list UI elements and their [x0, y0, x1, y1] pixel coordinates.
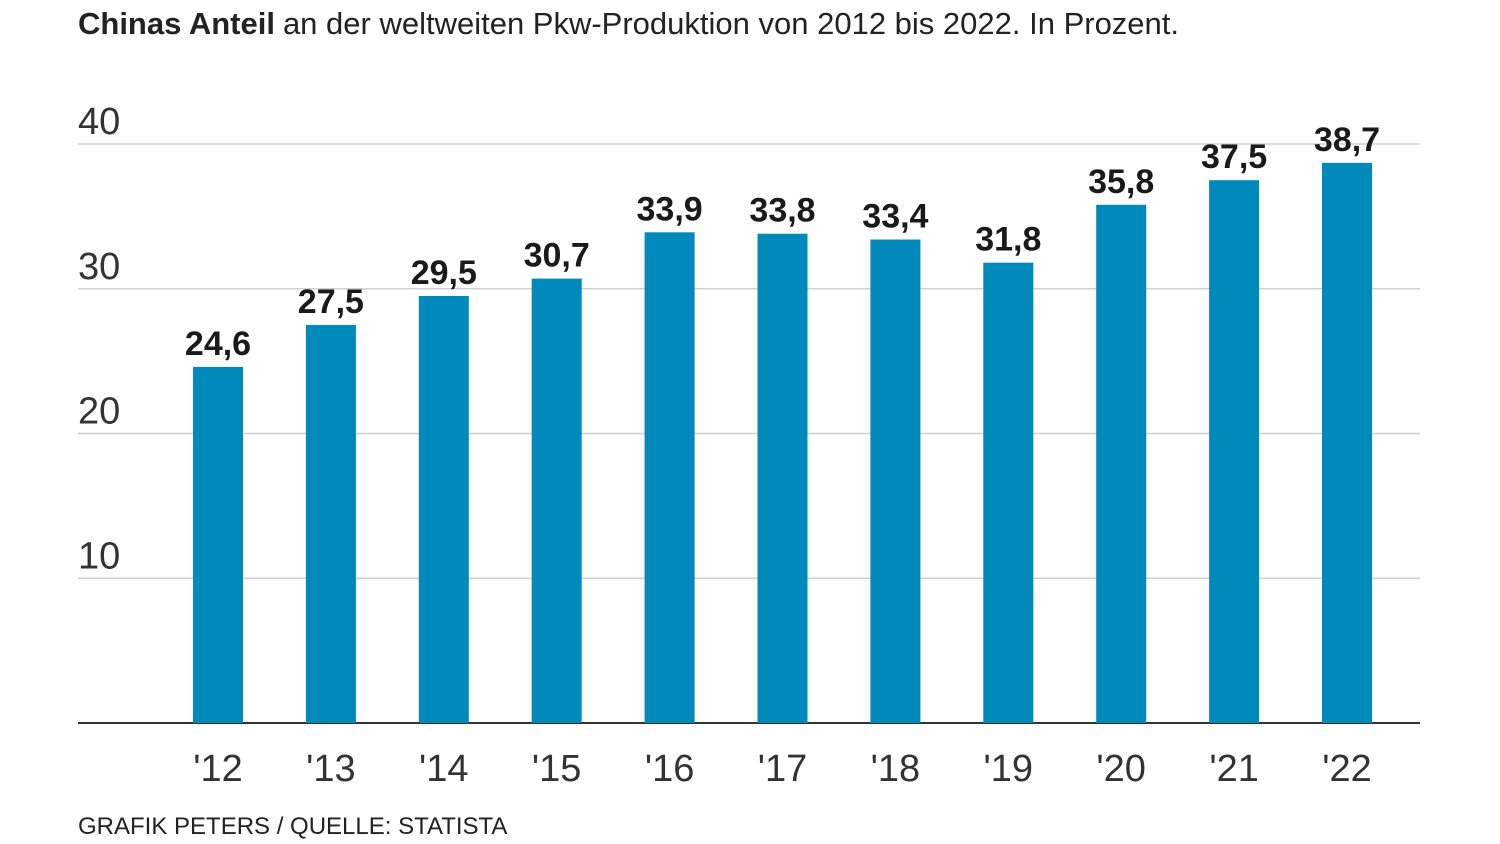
value-label: 37,5 — [1201, 138, 1267, 176]
bar — [531, 278, 582, 723]
source: GRAFIK PETERS / QUELLE: STATISTA — [78, 813, 507, 840]
x-tick-label: '20 — [1096, 748, 1146, 790]
y-tick-label: 30 — [78, 246, 120, 288]
x-tick-label: '14 — [419, 748, 469, 790]
x-tick-label: '19 — [984, 748, 1034, 790]
x-tick-label: '15 — [532, 748, 582, 790]
value-label: 38,7 — [1314, 121, 1380, 159]
x-tick-label: '13 — [306, 748, 356, 790]
value-label: 33,8 — [749, 192, 815, 230]
value-label: 29,5 — [411, 254, 477, 292]
x-tick-label: '16 — [645, 748, 695, 790]
chart-title: Chinas Anteil an der weltweiten Pkw-Produ… — [78, 6, 1179, 41]
bar — [193, 366, 243, 723]
bar — [1322, 162, 1372, 723]
value-label: 30,7 — [524, 237, 590, 275]
x-tick-label: '18 — [871, 748, 921, 790]
y-tick-label: 20 — [78, 391, 120, 433]
bar — [305, 324, 356, 723]
x-tick-label: '17 — [758, 748, 808, 790]
y-tick-label: 10 — [78, 535, 120, 577]
value-label: 31,8 — [975, 221, 1041, 259]
bar — [1209, 180, 1260, 723]
value-label: 35,8 — [1088, 163, 1154, 201]
value-label: 33,9 — [637, 190, 703, 228]
bar — [983, 262, 1034, 723]
bar — [644, 232, 695, 724]
x-tick-label: '21 — [1209, 748, 1259, 790]
y-tick-label: 40 — [78, 101, 120, 143]
x-tick-label: '22 — [1322, 748, 1372, 790]
title-bold: Chinas Anteil — [78, 6, 275, 41]
value-label: 33,4 — [862, 198, 928, 236]
x-tick-label: '12 — [193, 748, 243, 790]
bar — [870, 239, 921, 723]
title-text: an der weltweiten Pkw-Produktion von 201… — [283, 6, 1179, 41]
bar — [757, 233, 808, 723]
bar — [418, 295, 469, 723]
value-label: 27,5 — [298, 283, 364, 321]
bar — [1096, 204, 1147, 724]
value-label: 24,6 — [185, 325, 251, 363]
